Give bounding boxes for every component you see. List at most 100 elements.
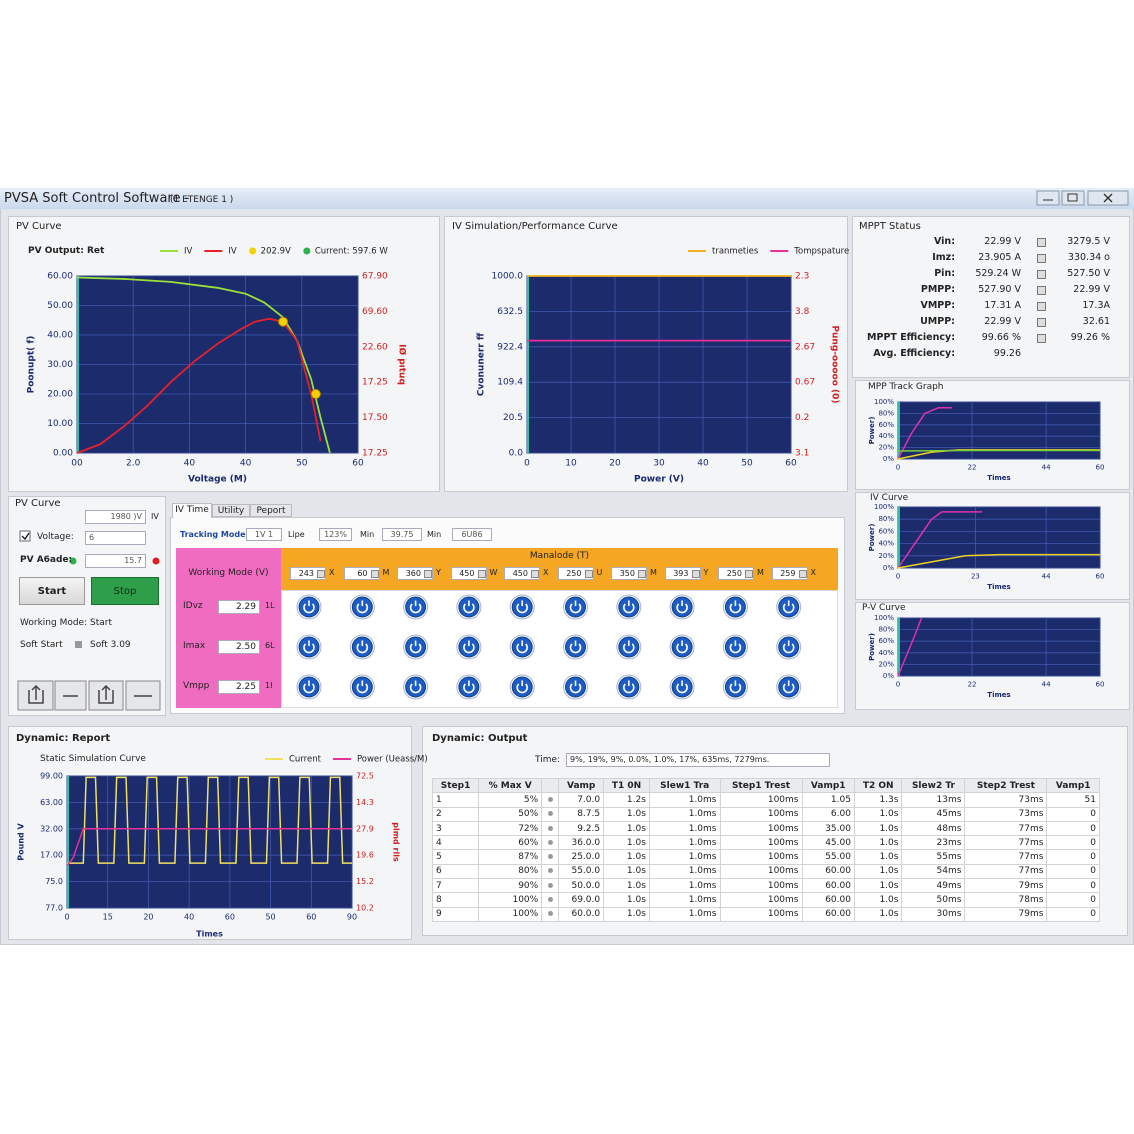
row-input[interactable]: 2.25: [218, 680, 260, 694]
label: Lipe: [288, 530, 305, 539]
status-value: 99.26 %: [1070, 332, 1110, 343]
cell: 1.0ms: [648, 892, 721, 908]
row-input[interactable]: 2.29: [218, 600, 260, 614]
status-icon: [1037, 286, 1046, 295]
cell: 1.0ms: [648, 792, 721, 808]
status-value: 22.99 V: [984, 316, 1021, 327]
tab[interactable]: Utility: [212, 504, 250, 517]
cell: 30ms: [901, 906, 966, 922]
grid-label: Working Mode (V): [188, 568, 269, 578]
row-dot: [547, 868, 553, 874]
cell: 1.0ms: [648, 806, 721, 822]
tab[interactable]: IV Time: [172, 503, 212, 518]
cell: 1.2s: [603, 792, 650, 808]
cell: 0: [1046, 892, 1100, 908]
cell: 79ms: [964, 878, 1048, 894]
status-label: VMPP:: [920, 300, 955, 311]
panel-title: IV Curve: [870, 493, 909, 503]
cell: 1.0s: [603, 863, 650, 880]
stop-button[interactable]: Stop: [91, 577, 159, 605]
grid-unit: M: [757, 568, 764, 577]
output-table: Step1% Max V Vamp T1 0N Slew1 Tra Step1 Tres…: [431, 777, 1100, 922]
cell: 100ms: [719, 878, 803, 894]
row-input[interactable]: 2.50: [218, 640, 260, 654]
input-check: [798, 570, 807, 578]
header-row: Step1% Max V Vamp T1 0N Slew1 Tra Step1 Tres…: [431, 777, 1100, 794]
cell: 4: [431, 835, 480, 851]
grid-unit: Y: [436, 568, 441, 577]
cell: [541, 892, 560, 908]
pv-small-panel: [855, 602, 1130, 710]
status-value: 32.61: [1082, 316, 1110, 327]
cell: 55.00: [801, 849, 855, 865]
status-icon: [1037, 254, 1046, 263]
cell: 1.3s: [853, 792, 903, 808]
status-icon: [1037, 302, 1046, 311]
cell: [541, 849, 560, 865]
mppt-panel: [852, 216, 1130, 378]
table-row: 9 100% 60.0.0 1.0s 1.0ms 100ms 60.00 1.0s 30ms 79…: [431, 906, 1100, 922]
panel-title: MPPT Status: [859, 221, 921, 232]
cell: 100%: [478, 892, 543, 908]
cell: 35.00: [801, 820, 855, 837]
value: Soft 3.09: [90, 640, 131, 650]
input[interactable]: 15.7: [85, 554, 146, 568]
value: Start: [90, 618, 112, 628]
status-icon: [1037, 238, 1046, 247]
dropdown[interactable]: 6: [85, 531, 146, 545]
cell: 0: [1046, 906, 1100, 922]
input[interactable]: 1V 1: [246, 528, 282, 541]
grid-unit: M: [650, 568, 657, 577]
cell: 8: [431, 892, 480, 908]
cell: [541, 806, 560, 822]
start-button[interactable]: Start: [19, 577, 85, 605]
cell: 7: [431, 878, 480, 894]
cell: 55ms: [901, 849, 966, 865]
chart-subtitle: Static Simulation Curve: [40, 754, 146, 764]
input-check: [477, 570, 486, 578]
status-label: Vin:: [933, 236, 955, 247]
column-header: Slew1 Tra: [648, 777, 721, 794]
row-label: Vmpp: [183, 681, 210, 691]
cell: 72%: [478, 820, 543, 837]
grid-white: [281, 590, 838, 708]
window-title: PVSA Soft Control Software -: [4, 191, 190, 206]
column-header: Step1: [431, 777, 480, 794]
cell: 100ms: [719, 806, 803, 822]
input[interactable]: 123%: [319, 528, 352, 541]
cell: [541, 878, 560, 894]
input[interactable]: 39.75: [382, 528, 422, 541]
grid-unit: X: [543, 568, 549, 577]
tab[interactable]: Peport: [250, 504, 292, 517]
row-label: Imax: [183, 641, 206, 651]
cell: 5: [431, 849, 480, 865]
cell: 77ms: [964, 849, 1048, 865]
table-row: 8 100% 69.0.0 1.0s 1.0ms 100ms 60.00 1.0s 50ms 78…: [431, 892, 1100, 908]
input[interactable]: 6U86: [452, 528, 492, 541]
iv-small-panel: [855, 492, 1130, 600]
cell: 100ms: [719, 849, 803, 865]
cell: [541, 863, 560, 880]
status-value: 527.90 V: [978, 284, 1021, 295]
cell: 1.0s: [603, 892, 650, 908]
column-header: Vamp1: [1046, 777, 1100, 794]
panel-title: MPP Track Graph: [868, 382, 944, 392]
cell: 9.2.5: [558, 820, 605, 837]
row-unit: 1I: [265, 681, 273, 690]
status-value: 529.24 W: [975, 268, 1021, 279]
cell: 79ms: [964, 906, 1048, 922]
input-check: [531, 570, 539, 578]
cell: 73ms: [964, 792, 1048, 808]
input[interactable]: 1980 )V: [85, 510, 146, 524]
cell: 1.0ms: [648, 820, 721, 837]
status-value: 17.31 A: [984, 300, 1021, 311]
status-value: 23.905 A: [978, 252, 1021, 263]
cell: 60.00: [801, 878, 855, 894]
table-row: 5 87% 25.0.0 1.0s 1.0ms 100ms 55.00 1.0s 55ms 77m…: [431, 849, 1100, 865]
time-box: 9%, 19%, 9%, 0.0%, 1.0%, 17%, 635ms, 727…: [566, 753, 830, 767]
input-check: [691, 570, 700, 578]
column-header: Step2 Trest: [964, 777, 1048, 794]
row-dot: [547, 897, 553, 903]
cell: 1.0s: [603, 835, 650, 851]
table-row: 6 80% 55.0.0 1.0s 1.0ms 100ms 60.00 1.0s 54ms 77m…: [431, 863, 1100, 880]
